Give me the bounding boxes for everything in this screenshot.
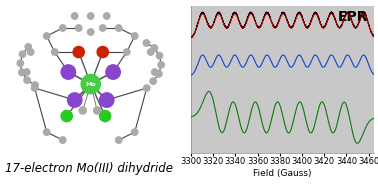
- Circle shape: [24, 77, 30, 83]
- Circle shape: [93, 107, 101, 114]
- Circle shape: [76, 25, 82, 31]
- Circle shape: [31, 85, 38, 91]
- Circle shape: [116, 25, 122, 31]
- Circle shape: [97, 46, 108, 58]
- Circle shape: [43, 129, 50, 135]
- Circle shape: [51, 49, 58, 55]
- Circle shape: [61, 110, 72, 122]
- Circle shape: [106, 65, 120, 79]
- Circle shape: [32, 82, 38, 88]
- Circle shape: [25, 44, 31, 50]
- Text: Mo: Mo: [85, 82, 96, 86]
- Circle shape: [104, 13, 110, 19]
- Circle shape: [158, 62, 164, 68]
- Circle shape: [71, 13, 78, 19]
- Circle shape: [23, 69, 30, 75]
- Circle shape: [156, 71, 162, 77]
- Circle shape: [150, 78, 156, 84]
- Circle shape: [152, 69, 158, 75]
- Circle shape: [61, 65, 76, 79]
- Circle shape: [59, 25, 66, 31]
- Circle shape: [88, 13, 94, 19]
- Circle shape: [132, 129, 138, 135]
- Circle shape: [132, 33, 138, 39]
- Circle shape: [68, 93, 82, 107]
- Circle shape: [73, 46, 84, 58]
- X-axis label: Field (Gauss): Field (Gauss): [253, 169, 312, 178]
- Circle shape: [147, 49, 154, 55]
- Circle shape: [43, 33, 50, 39]
- Circle shape: [79, 107, 86, 114]
- Circle shape: [124, 49, 130, 55]
- Circle shape: [116, 137, 122, 143]
- Circle shape: [99, 25, 106, 31]
- Circle shape: [19, 51, 26, 57]
- Circle shape: [59, 137, 66, 143]
- Text: 17-electron Mo(III) dihydride: 17-electron Mo(III) dihydride: [5, 162, 174, 175]
- Circle shape: [19, 69, 25, 76]
- Circle shape: [156, 52, 163, 59]
- Circle shape: [17, 60, 23, 66]
- Circle shape: [144, 85, 150, 91]
- Circle shape: [81, 75, 100, 94]
- Circle shape: [99, 93, 114, 107]
- Circle shape: [151, 45, 158, 51]
- Circle shape: [28, 49, 34, 55]
- Text: EPR: EPR: [338, 10, 369, 24]
- Circle shape: [99, 110, 111, 122]
- Circle shape: [88, 29, 94, 35]
- Circle shape: [143, 40, 150, 46]
